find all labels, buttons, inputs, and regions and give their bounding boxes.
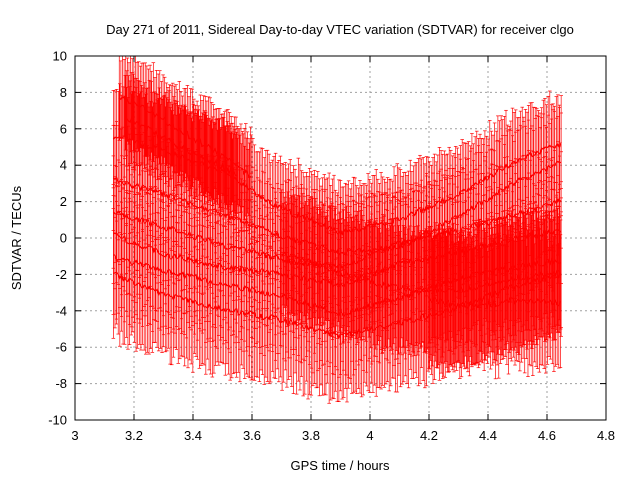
x-axis-label: GPS time / hours	[291, 458, 390, 473]
chart-title: Day 271 of 2011, Sidereal Day-to-day VTE…	[106, 22, 574, 37]
series-track-6	[111, 208, 563, 404]
data-layer	[111, 55, 563, 404]
y-axis-label: SDTVAR / TECUs	[9, 185, 24, 290]
